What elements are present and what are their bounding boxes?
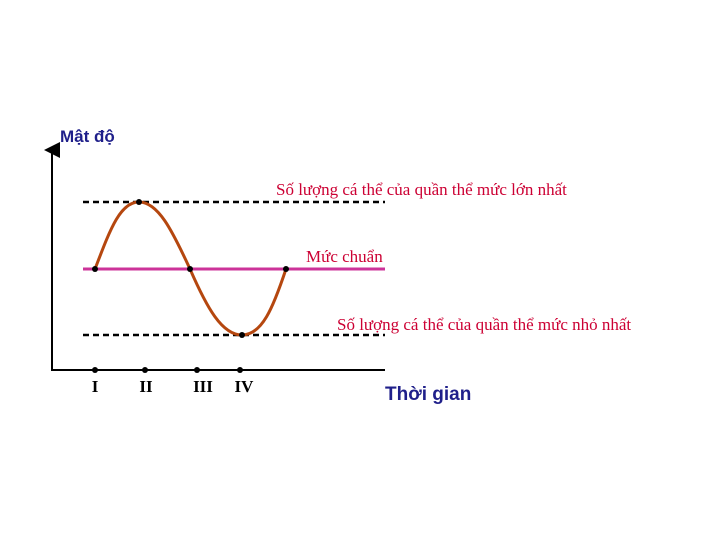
tick-dot: [237, 367, 243, 373]
min-label: Số lượng cá thể của quần thể mức nhỏ nhấ…: [337, 315, 631, 334]
tick-dot: [194, 367, 200, 373]
max-label: Số lượng cá thể của quần thể mức lớn nhấ…: [276, 180, 567, 199]
point: [239, 332, 245, 338]
point: [136, 199, 142, 205]
point: [187, 266, 193, 272]
tick-dot: [142, 367, 148, 373]
curve-points: [92, 199, 289, 338]
x-axis-label: Thời gian: [385, 384, 471, 405]
phase-label: III: [193, 377, 213, 396]
tick-dot: [92, 367, 98, 373]
phase-label: I: [92, 377, 99, 396]
y-axis-label: Mật độ: [60, 127, 115, 146]
point: [283, 266, 289, 272]
standard-label: Mức chuẩn: [306, 247, 383, 266]
phase-label: II: [139, 377, 153, 396]
phase-label: IV: [235, 377, 255, 396]
phase-ticks: [92, 367, 243, 373]
phase-labels: I II III IV: [92, 377, 254, 396]
point: [92, 266, 98, 272]
